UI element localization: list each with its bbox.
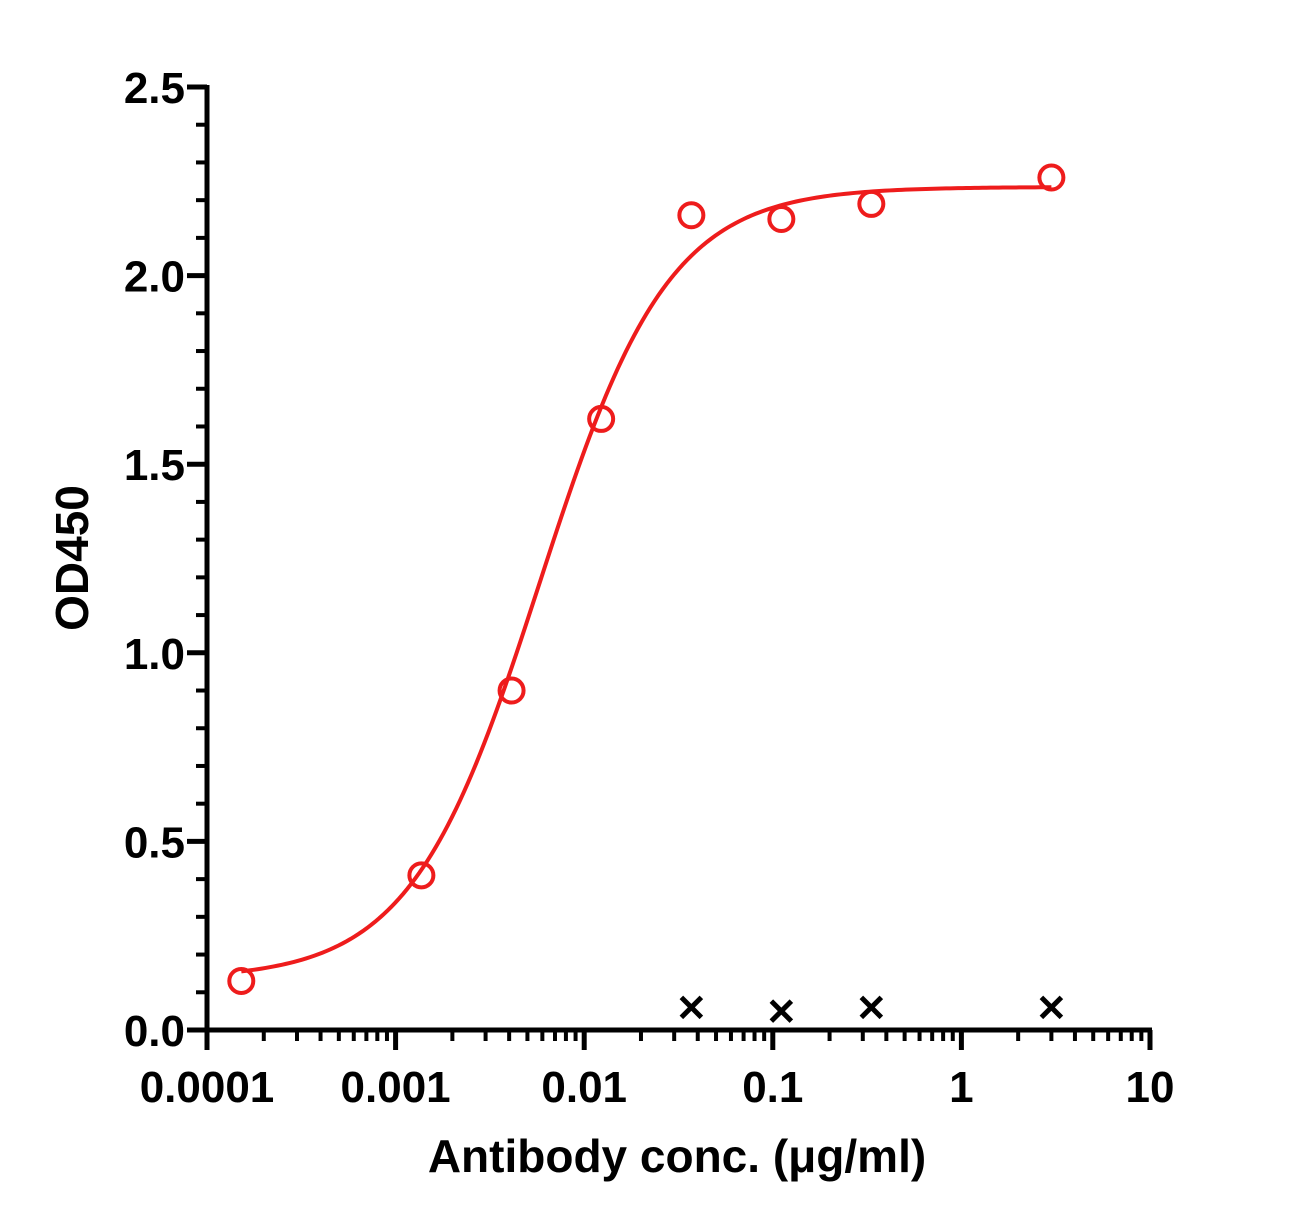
x-mark-stroke <box>679 995 704 1020</box>
control-point <box>769 999 794 1023</box>
y-tick-label: 0.5 <box>124 818 185 867</box>
fit-curve <box>241 185 1052 974</box>
x-tick-label: 0.0001 <box>140 1063 275 1112</box>
control-point <box>679 995 704 1020</box>
data-point <box>857 189 886 218</box>
fit-curves <box>241 185 1052 974</box>
y-tick-label: 1.5 <box>124 441 185 490</box>
x-tick-label: 0.1 <box>742 1063 803 1112</box>
x-mark-stroke <box>859 995 884 1020</box>
data-point <box>767 205 796 234</box>
y-ticks: 0.0 0.5 1.0 1.5 2.0 2.5 <box>124 64 207 1056</box>
y-tick-label: 2.0 <box>124 253 185 302</box>
data-point <box>407 861 436 890</box>
data-point <box>587 404 616 433</box>
data-point <box>497 676 526 705</box>
y-axis-title: OD450 <box>46 485 98 631</box>
control-point <box>1039 995 1064 1020</box>
x-ticks: 0.0001 0.001 0.01 0.1 1 10 <box>140 1030 1175 1112</box>
axes: 0.0 0.5 1.0 1.5 2.0 2.5 0.0001 0.001 0.01 0.1 1 10 <box>124 64 1175 1112</box>
data-point <box>677 201 706 230</box>
y-tick-label: 1.0 <box>124 630 185 679</box>
x-mark-stroke <box>769 999 794 1023</box>
x-mark-stroke <box>1039 995 1064 1020</box>
y-tick-label: 0.0 <box>124 1007 185 1056</box>
x-tick-label: 1 <box>949 1063 973 1112</box>
data-point <box>1037 163 1066 192</box>
data-point <box>227 966 256 995</box>
x-tick-label: 0.01 <box>541 1063 627 1112</box>
y-tick-label: 2.5 <box>124 64 185 113</box>
markers <box>227 163 1066 1023</box>
control-point <box>859 995 884 1020</box>
x-tick-label: 10 <box>1126 1063 1175 1112</box>
x-axis-title: Antibody conc. (μg/ml) <box>428 1130 926 1182</box>
x-tick-label: 0.001 <box>341 1063 451 1112</box>
